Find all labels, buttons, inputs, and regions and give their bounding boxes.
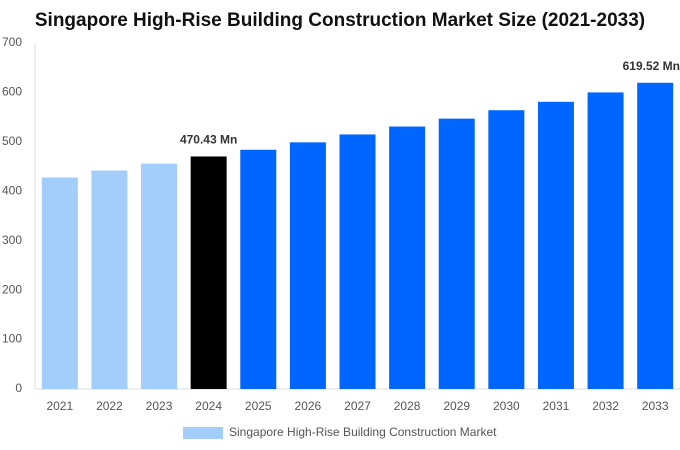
x-tick-label: 2024 <box>195 399 222 413</box>
bar <box>389 126 426 389</box>
y-tick-label: 500 <box>2 134 22 148</box>
y-tick-label: 400 <box>2 183 22 197</box>
bar <box>339 134 376 389</box>
x-tick-label: 2029 <box>443 399 470 413</box>
bar <box>141 163 178 389</box>
x-tick-label: 2028 <box>394 399 421 413</box>
x-tick-label: 2025 <box>245 399 272 413</box>
x-tick-label: 2031 <box>543 399 570 413</box>
y-tick-label: 600 <box>2 85 22 99</box>
bar <box>438 118 475 389</box>
bar <box>488 110 525 390</box>
bar <box>41 177 78 389</box>
x-tick-label: 2027 <box>344 399 371 413</box>
data-label: 619.52 Mn <box>623 59 680 73</box>
legend-swatch <box>183 427 223 439</box>
y-tick-label: 300 <box>2 233 22 247</box>
y-tick-label: 700 <box>2 35 22 49</box>
x-tick-label: 2023 <box>146 399 173 413</box>
bar <box>587 92 624 389</box>
bar <box>190 156 227 389</box>
bar <box>637 82 674 389</box>
x-tick-label: 2030 <box>493 399 520 413</box>
data-label: 470.43 Mn <box>180 133 237 147</box>
bar <box>91 170 128 389</box>
chart-title: Singapore High-Rise Building Constructio… <box>35 10 645 31</box>
y-tick-label: 100 <box>2 332 22 346</box>
x-tick-label: 2022 <box>96 399 123 413</box>
bar <box>289 142 326 389</box>
bar <box>537 101 574 389</box>
x-tick-label: 2026 <box>295 399 322 413</box>
y-tick-label: 200 <box>2 282 22 296</box>
bar <box>240 149 277 389</box>
y-tick-label: 0 <box>15 381 22 395</box>
x-tick-label: 2021 <box>46 399 73 413</box>
x-tick-label: 2032 <box>592 399 619 413</box>
legend-label: Singapore High-Rise Building Constructio… <box>229 425 497 439</box>
x-tick-label: 2033 <box>642 399 669 413</box>
